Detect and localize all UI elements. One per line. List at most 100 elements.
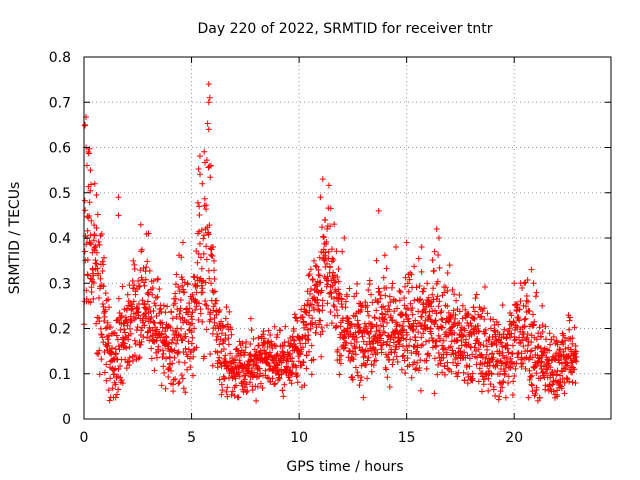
data-point bbox=[168, 309, 175, 316]
data-point bbox=[323, 238, 330, 245]
data-point bbox=[121, 340, 128, 347]
chart-title: Day 220 of 2022, SRMTID for receiver tnt… bbox=[197, 21, 492, 37]
data-point bbox=[325, 248, 332, 255]
data-point bbox=[442, 284, 449, 291]
data-point bbox=[172, 295, 179, 302]
data-point bbox=[404, 280, 411, 287]
data-point bbox=[423, 338, 430, 345]
data-point bbox=[309, 277, 316, 284]
data-point bbox=[181, 289, 188, 296]
data-point bbox=[115, 343, 122, 350]
data-point bbox=[195, 250, 202, 257]
data-point bbox=[547, 364, 554, 371]
data-point bbox=[198, 227, 205, 234]
data-point bbox=[462, 306, 469, 313]
data-point bbox=[386, 293, 393, 300]
data-point bbox=[420, 330, 427, 337]
data-point bbox=[527, 373, 534, 380]
data-point bbox=[465, 310, 472, 317]
data-point bbox=[484, 346, 491, 353]
data-point bbox=[352, 345, 359, 352]
data-point bbox=[148, 355, 155, 362]
data-point bbox=[563, 359, 570, 366]
y-axis-label: SRMTID / TECUs bbox=[7, 182, 23, 295]
data-point bbox=[285, 374, 292, 381]
data-point bbox=[93, 192, 100, 199]
data-point bbox=[485, 375, 492, 382]
data-point bbox=[176, 288, 183, 295]
data-point bbox=[454, 320, 461, 327]
data-point bbox=[182, 333, 189, 340]
data-point bbox=[468, 322, 475, 329]
data-point bbox=[346, 285, 353, 292]
data-point bbox=[273, 352, 280, 359]
data-point bbox=[228, 331, 235, 338]
data-point bbox=[514, 301, 521, 308]
data-point bbox=[546, 347, 553, 354]
data-point bbox=[347, 330, 354, 337]
data-point bbox=[138, 248, 145, 255]
data-point bbox=[496, 393, 503, 400]
data-point bbox=[205, 126, 212, 133]
data-point bbox=[417, 387, 424, 394]
data-point bbox=[142, 305, 149, 312]
data-point bbox=[377, 332, 384, 339]
data-point bbox=[436, 298, 443, 305]
data-point bbox=[377, 292, 384, 299]
data-point bbox=[308, 342, 315, 349]
data-point bbox=[93, 260, 100, 267]
data-point bbox=[373, 357, 380, 364]
data-point bbox=[121, 326, 128, 333]
data-point bbox=[436, 264, 443, 271]
data-point bbox=[85, 149, 92, 156]
data-point bbox=[300, 318, 307, 325]
data-point bbox=[424, 280, 431, 287]
data-point bbox=[161, 369, 168, 376]
data-point bbox=[466, 355, 473, 362]
data-point bbox=[151, 367, 158, 374]
data-point bbox=[528, 339, 535, 346]
data-point bbox=[162, 333, 169, 340]
data-point bbox=[340, 345, 347, 352]
data-point bbox=[253, 397, 260, 404]
data-point bbox=[434, 278, 441, 285]
data-point bbox=[105, 387, 112, 394]
data-point bbox=[352, 313, 359, 320]
data-point bbox=[445, 332, 452, 339]
data-point bbox=[449, 347, 456, 354]
data-point bbox=[394, 321, 401, 328]
data-point bbox=[328, 290, 335, 297]
data-point bbox=[87, 275, 94, 282]
data-point bbox=[106, 397, 113, 404]
data-point bbox=[173, 271, 180, 278]
data-point bbox=[538, 359, 545, 366]
data-point bbox=[203, 326, 210, 333]
data-point bbox=[497, 339, 504, 346]
data-point bbox=[325, 182, 332, 189]
data-point bbox=[173, 340, 180, 347]
data-point bbox=[216, 354, 223, 361]
data-point bbox=[362, 299, 369, 306]
data-point bbox=[308, 301, 315, 308]
data-point bbox=[409, 311, 416, 318]
data-point bbox=[123, 345, 130, 352]
data-point bbox=[433, 338, 440, 345]
data-point bbox=[98, 356, 105, 363]
data-point bbox=[160, 363, 167, 370]
data-point bbox=[174, 306, 181, 313]
data-point bbox=[216, 376, 223, 383]
data-point bbox=[86, 199, 93, 206]
data-point bbox=[434, 293, 441, 300]
data-point bbox=[374, 298, 381, 305]
data-point bbox=[84, 256, 91, 263]
data-point bbox=[448, 368, 455, 375]
data-point bbox=[479, 388, 486, 395]
data-point bbox=[326, 264, 333, 271]
data-point bbox=[99, 334, 106, 341]
data-point bbox=[435, 235, 442, 241]
data-point bbox=[244, 387, 251, 394]
data-point bbox=[140, 334, 147, 341]
data-point bbox=[521, 280, 528, 287]
data-point bbox=[203, 243, 210, 250]
data-point bbox=[207, 162, 214, 169]
